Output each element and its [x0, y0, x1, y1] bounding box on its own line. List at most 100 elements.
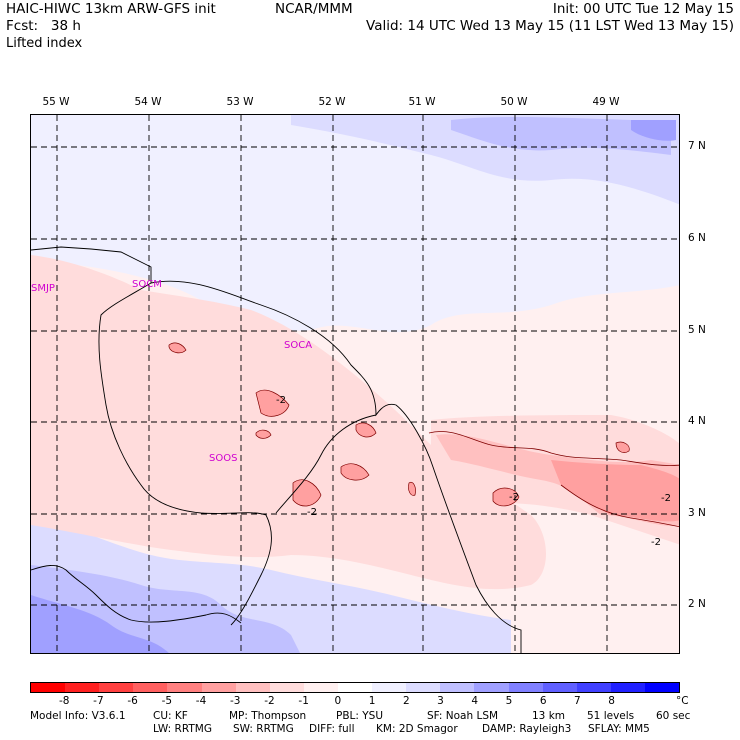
unstable-cell [615, 441, 630, 453]
vertical-levels: 51 levels [587, 710, 635, 722]
longwave-scheme: LW: RRTMG [153, 723, 212, 735]
unstable-cell [340, 463, 370, 481]
border-line [31, 565, 242, 624]
colorbar-tick-label: -2 [264, 695, 275, 707]
colorbar-swatch [201, 683, 236, 692]
damping-option: DAMP: Rayleigh3 [482, 723, 572, 735]
colorbar-swatch [303, 683, 338, 692]
unstable-cell [292, 479, 322, 507]
lon-label: 53 W [226, 96, 254, 108]
lat-label: 4 N [688, 415, 706, 427]
colorbar-swatch [440, 683, 475, 692]
colorbar-swatch [99, 683, 134, 692]
lon-label: 52 W [318, 96, 346, 108]
colorbar-tick-label: -3 [230, 695, 241, 707]
unstable-zone [31, 255, 546, 590]
surface-scheme: SF: Noah LSM [427, 710, 499, 722]
contour-label: -2 [276, 395, 286, 406]
field-name: Lifted index [6, 36, 83, 51]
surface-layer-option: SFLAY: MM5 [588, 723, 650, 735]
timestep: 60 sec [656, 710, 691, 722]
colorbar-swatch [406, 683, 441, 692]
lat-label: 2 N [688, 598, 706, 610]
colorbar-swatch [610, 683, 645, 692]
colorbar-tick-label: 0 [334, 695, 342, 707]
shortwave-scheme: SW: RRTMG [233, 723, 294, 735]
colorbar-tick-label: 1 [368, 695, 376, 707]
colorbar-tick-label: -7 [93, 695, 104, 707]
stable-zone [451, 116, 671, 155]
colorbar-tick-label: -8 [58, 695, 70, 707]
colorbar-swatch [167, 683, 202, 692]
lon-label: 49 W [592, 96, 620, 108]
colorbar-tick-label: 8 [608, 695, 615, 707]
lat-label: 6 N [688, 232, 706, 244]
map-panel: -2 -2 -2 -2 -2 SMJP SOCM SOCA SOOS [30, 114, 680, 654]
unstable-cell [168, 342, 187, 354]
unstable-cell [408, 481, 416, 496]
colorbar [30, 682, 680, 693]
colorbar-unit: °C [676, 695, 689, 707]
pbl-scheme: PBL: YSU [336, 710, 384, 722]
km-option: KM: 2D Smagor [376, 723, 458, 735]
colorbar-tick-label: 3 [437, 695, 444, 707]
colorbar-tick-label: -6 [127, 695, 138, 707]
unstable-cell [255, 429, 272, 439]
contour-line [560, 484, 679, 528]
colorbar-swatch [65, 683, 100, 692]
colorbar-tick-label: 6 [539, 695, 547, 707]
unstable-zone [551, 460, 679, 522]
organization-label: NCAR/MMM [275, 1, 353, 17]
colorbar-swatch [474, 683, 509, 692]
lat-label: 5 N [688, 324, 706, 336]
unstable-cell [492, 487, 520, 507]
diffusion-option: DIFF: full [309, 723, 355, 735]
contour-label: -2 [307, 507, 317, 518]
resolution: 13 km [532, 710, 566, 722]
cumulus-scheme: CU: KF [153, 710, 188, 722]
stable-zone [631, 120, 676, 141]
model-version: Model Info: V3.6.1 [30, 710, 126, 722]
region-label: SOOS [209, 453, 238, 464]
region-label: SMJP [31, 283, 55, 294]
colorbar-swatch [269, 683, 304, 692]
lon-label: 54 W [134, 96, 162, 108]
lat-lon-grid [31, 115, 679, 653]
contour-label: -2 [651, 537, 661, 548]
valid-time: Valid: 14 UTC Wed 13 May 15 (11 LST Wed … [366, 18, 734, 34]
lifted-index-field: -2 -2 -2 -2 -2 [31, 115, 679, 653]
stable-zone [31, 595, 169, 653]
colorbar-swatch [576, 683, 611, 692]
colorbar-swatch [644, 683, 680, 692]
region-label: SOCM [132, 279, 162, 290]
lon-label: 51 W [408, 96, 436, 108]
colorbar-tick-label: 5 [505, 695, 513, 707]
lat-label: 7 N [688, 140, 706, 152]
contour-label: -2 [509, 492, 519, 503]
colorbar-swatch [235, 683, 270, 692]
colorbar-swatch [133, 683, 168, 692]
colorbar-tick-label: -4 [195, 695, 207, 707]
lon-label: 50 W [500, 96, 528, 108]
colorbar-swatch [542, 683, 577, 692]
border-line [98, 282, 272, 626]
colorbar-tick-label: -1 [298, 695, 309, 707]
colorbar-swatch [508, 683, 543, 692]
forecast-hour: Fcst: 38 h [6, 18, 81, 34]
colorbar-swatch [372, 683, 407, 692]
colorbar-tick-label: 7 [574, 695, 581, 707]
contour-label: -2 [661, 493, 671, 504]
init-time: Init: 00 UTC Tue 12 May 15 [552, 1, 734, 17]
colorbar-tick-label: -5 [161, 695, 173, 707]
colorbar-swatch [337, 683, 373, 692]
colorbar-tick-label: 2 [402, 695, 410, 707]
lat-label: 3 N [688, 507, 706, 519]
unstable-cell [355, 422, 377, 438]
colorbar-swatch [31, 683, 66, 692]
microphysics-scheme: MP: Thompson [229, 710, 307, 722]
unstable-cell [255, 389, 290, 417]
contour-line [428, 431, 679, 466]
plot-title: HAIC-HIWC 13km ARW-GFS init [6, 1, 216, 17]
colorbar-tick-label: 4 [471, 695, 479, 707]
region-label: SOCA [284, 340, 313, 351]
